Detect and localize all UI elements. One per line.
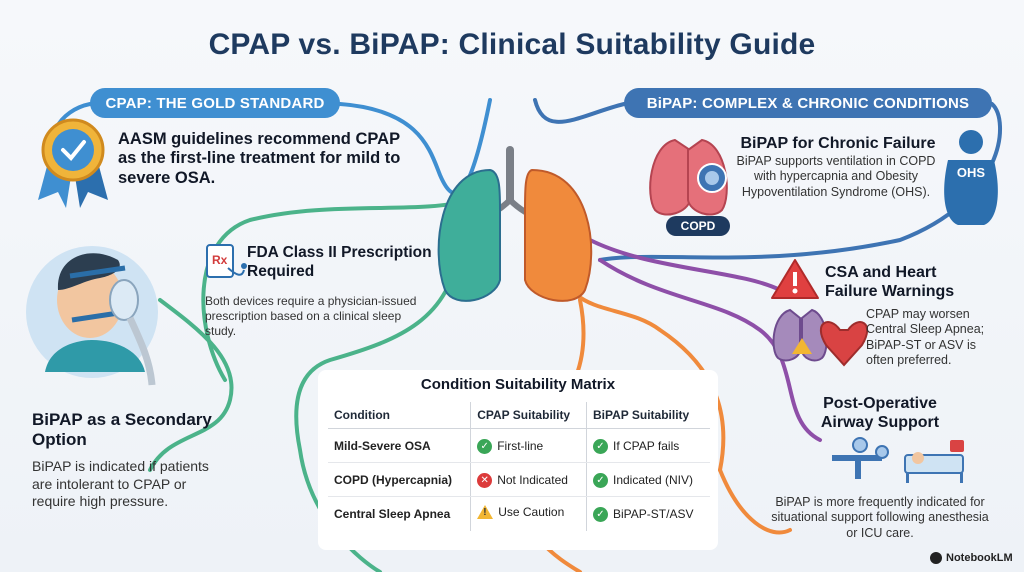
flow-blue-left [338, 98, 492, 196]
table-row: Central Sleep Apnea Use Caution ✓ BiPAP-S… [328, 496, 710, 531]
brand-label: NotebookLM [946, 552, 1013, 564]
hospital-bed-icon [904, 440, 964, 483]
cpap-cell: ✕ Not Indicated [470, 462, 587, 497]
header-cpap: CPAP Suitability [470, 402, 587, 429]
condition-cell: COPD (Hypercapnia) [328, 462, 471, 497]
flow-blue-right [533, 98, 626, 124]
ohs-person-icon [944, 130, 998, 225]
caution-icon [477, 505, 494, 520]
bipap-status: Indicated (NIV) [612, 473, 694, 487]
post-op-title: Post-Operative Airway Support [820, 395, 940, 432]
bipap-cell: ✓ If CPAP fails [585, 428, 710, 463]
ohs-label: OHS [956, 165, 986, 180]
bipap-section-header: BiPAP: COMPLEX & CHRONIC CONDITIONS [624, 88, 992, 118]
cpap-section-header: CPAP: THE GOLD STANDARD [90, 88, 340, 118]
warning-icon [771, 259, 819, 299]
gold-standard-text: AASM guidelines recommend CPAP as the fi… [118, 130, 401, 187]
check-icon: ✓ [592, 438, 608, 454]
bipap-status: BiPAP-ST/ASV [612, 507, 694, 522]
flow-green-1 [201, 198, 472, 382]
condition-cell: Central Sleep Apnea [334, 506, 451, 521]
page-title: CPAP vs. BiPAP: Clinical Suitability Gui… [208, 28, 816, 61]
cpap-status: First-line [497, 439, 544, 453]
prescription-icon: Rx [206, 244, 247, 278]
condition-cell: Mild-Severe OSA [328, 428, 471, 463]
check-icon: ✓ [592, 506, 608, 522]
bipap-secondary-title: BiPAP as a Secondary Option [32, 410, 212, 450]
matrix-title: Condition Suitability Matrix [420, 376, 616, 393]
bipap-status: If CPAP fails [612, 439, 680, 453]
lung-heart-icon [772, 308, 869, 367]
flow-green-3 [148, 298, 234, 472]
copd-lungs-icon [649, 138, 728, 216]
patient-mask-icon [26, 246, 158, 386]
cpap-cell: Use Caution [470, 496, 587, 531]
header-condition: Condition [328, 402, 471, 429]
flow-blue-right-2 [598, 102, 1003, 262]
operating-room-icon [832, 437, 889, 479]
matrix-table: Condition CPAP Suitability BiPAP Suitabi… [328, 402, 710, 531]
table-row: COPD (Hypercapnia) ✕ Not Indicated ✓ Indic… [328, 462, 710, 497]
notebooklm-logo-icon [930, 552, 942, 564]
flow-orange-3 [718, 468, 792, 535]
check-icon: ✓ [592, 472, 608, 488]
bipap-cell: ✓ BiPAP-ST/ASV [585, 496, 710, 531]
bipap-cell: ✓ Indicated (NIV) [585, 462, 710, 497]
check-icon: ✓ [477, 438, 493, 454]
flow-purple-1 [598, 258, 822, 442]
cpap-cell: ✓ First-line [470, 428, 587, 463]
cross-icon: ✕ [477, 472, 493, 488]
table-row: Mild-Severe OSA ✓ First-line ✓ If CPAP fai… [328, 428, 710, 463]
matrix-header-row: Condition CPAP Suitability BiPAP Suitabi… [328, 402, 710, 429]
chronic-failure-description: BiPAP supports ventilation in COPD with … [736, 154, 936, 199]
brand-watermark: NotebookLM [930, 552, 1020, 564]
fda-title: FDA Class II Prescription Required [247, 244, 432, 280]
bipap-secondary-description: BiPAP is indicated if patients are intol… [32, 458, 209, 509]
fda-description: Both devices require a physician-issued … [205, 294, 417, 338]
lungs-icon [437, 146, 593, 302]
award-badge-icon [38, 118, 108, 208]
chronic-failure-title: BiPAP for Chronic Failure [740, 135, 936, 152]
cpap-status: Use Caution [498, 505, 565, 520]
post-op-description: BiPAP is more frequently indicated for s… [771, 495, 989, 540]
svg-text:Rx: Rx [212, 253, 228, 267]
csa-warning-description: CPAP may worsen Central Sleep Apnea; BiP… [866, 307, 985, 367]
cpap-status: Not Indicated [497, 473, 568, 487]
copd-badge: COPD [666, 216, 730, 236]
csa-warning-title: CSA and Heart Failure Warnings [825, 264, 955, 301]
flow-purple-2 [588, 238, 782, 292]
suitability-matrix: Condition Suitability Matrix Condition C… [318, 370, 718, 550]
header-bipap: BiPAP Suitability [585, 402, 710, 429]
